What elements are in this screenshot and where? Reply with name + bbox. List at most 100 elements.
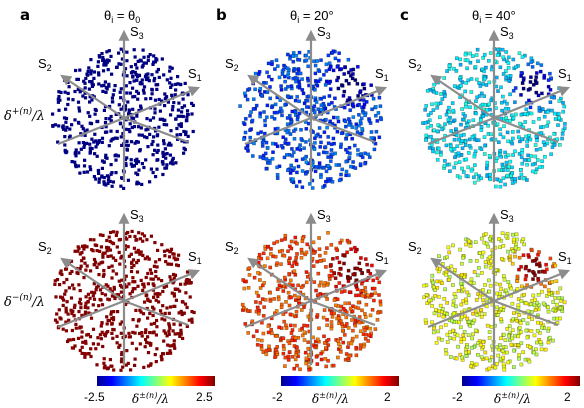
data-point <box>448 336 453 340</box>
data-point <box>127 128 131 132</box>
data-point <box>316 107 321 112</box>
data-point <box>367 333 372 338</box>
data-point <box>75 77 79 81</box>
data-point <box>361 344 366 349</box>
data-point <box>179 309 183 313</box>
data-point <box>107 265 111 269</box>
data-point <box>119 256 123 260</box>
data-point <box>268 252 273 256</box>
data-point <box>444 143 449 148</box>
data-point <box>104 283 108 287</box>
data-point <box>156 277 161 281</box>
data-point <box>506 65 511 70</box>
data-point <box>430 320 434 325</box>
data-point <box>322 72 326 77</box>
data-point <box>357 261 362 266</box>
data-point <box>104 90 108 94</box>
data-point <box>290 147 294 151</box>
data-point <box>327 179 331 183</box>
data-point <box>319 58 323 63</box>
data-point <box>517 325 522 330</box>
data-point <box>241 278 246 282</box>
colorbar-a-min: -2.5 <box>84 390 105 404</box>
data-point <box>557 142 562 147</box>
data-point <box>425 125 430 130</box>
data-point <box>335 256 339 260</box>
data-point <box>283 79 287 84</box>
data-point <box>114 272 119 276</box>
data-point <box>143 300 147 304</box>
data-point <box>514 242 518 246</box>
data-point <box>333 56 338 61</box>
data-point <box>552 132 557 136</box>
data-point <box>174 298 178 302</box>
data-point <box>295 170 299 175</box>
data-point <box>62 298 66 302</box>
data-point <box>132 246 136 250</box>
data-point <box>141 239 145 243</box>
data-point <box>312 280 317 284</box>
data-point <box>287 261 292 266</box>
data-point <box>147 79 151 83</box>
data-point <box>155 70 159 74</box>
data-point <box>323 251 328 255</box>
data-point <box>162 285 166 289</box>
data-point <box>479 314 484 319</box>
data-point <box>120 352 124 357</box>
data-point <box>93 132 97 136</box>
data-point <box>103 293 108 297</box>
data-point <box>300 157 305 162</box>
data-point <box>64 320 68 324</box>
data-point <box>481 55 486 60</box>
data-point <box>361 105 366 110</box>
data-point <box>443 122 447 127</box>
axis-s2 <box>430 74 495 119</box>
data-point <box>281 67 286 72</box>
data-point <box>163 152 167 156</box>
data-point <box>363 336 368 341</box>
data-point <box>133 141 137 145</box>
data-point <box>528 105 533 110</box>
data-point <box>558 306 563 310</box>
data-point <box>328 159 333 164</box>
data-point <box>469 364 473 369</box>
data-point <box>126 230 130 235</box>
data-point <box>313 339 318 344</box>
data-point <box>109 139 113 143</box>
data-point <box>485 160 490 165</box>
data-point <box>556 111 561 116</box>
svg-text:θi = θ0: θi = θ0 <box>104 8 140 25</box>
data-point <box>341 306 346 311</box>
data-point <box>556 123 560 127</box>
data-point <box>127 109 131 113</box>
data-point <box>134 308 138 312</box>
data-point <box>138 252 142 256</box>
data-point <box>151 171 155 175</box>
axis-label-s3: S3 <box>317 207 331 224</box>
data-point <box>88 114 92 118</box>
data-point <box>332 271 336 275</box>
data-point <box>177 101 181 105</box>
data-point <box>373 291 378 296</box>
data-point <box>158 292 162 296</box>
data-point <box>169 247 174 251</box>
data-point <box>348 73 353 78</box>
data-point <box>519 155 524 160</box>
data-point <box>535 61 540 66</box>
data-point <box>88 121 92 125</box>
data-point <box>376 310 380 315</box>
data-point <box>115 334 119 338</box>
data-point <box>430 273 435 278</box>
data-point <box>339 304 344 309</box>
data-point <box>453 295 458 299</box>
data-point <box>522 292 526 297</box>
data-point <box>292 269 297 274</box>
data-point <box>436 336 441 341</box>
data-point <box>120 357 124 361</box>
data-point <box>154 333 158 337</box>
data-point <box>501 55 506 60</box>
data-point <box>508 159 513 164</box>
data-point <box>294 255 299 260</box>
data-point <box>102 108 106 112</box>
data-point <box>326 53 331 58</box>
